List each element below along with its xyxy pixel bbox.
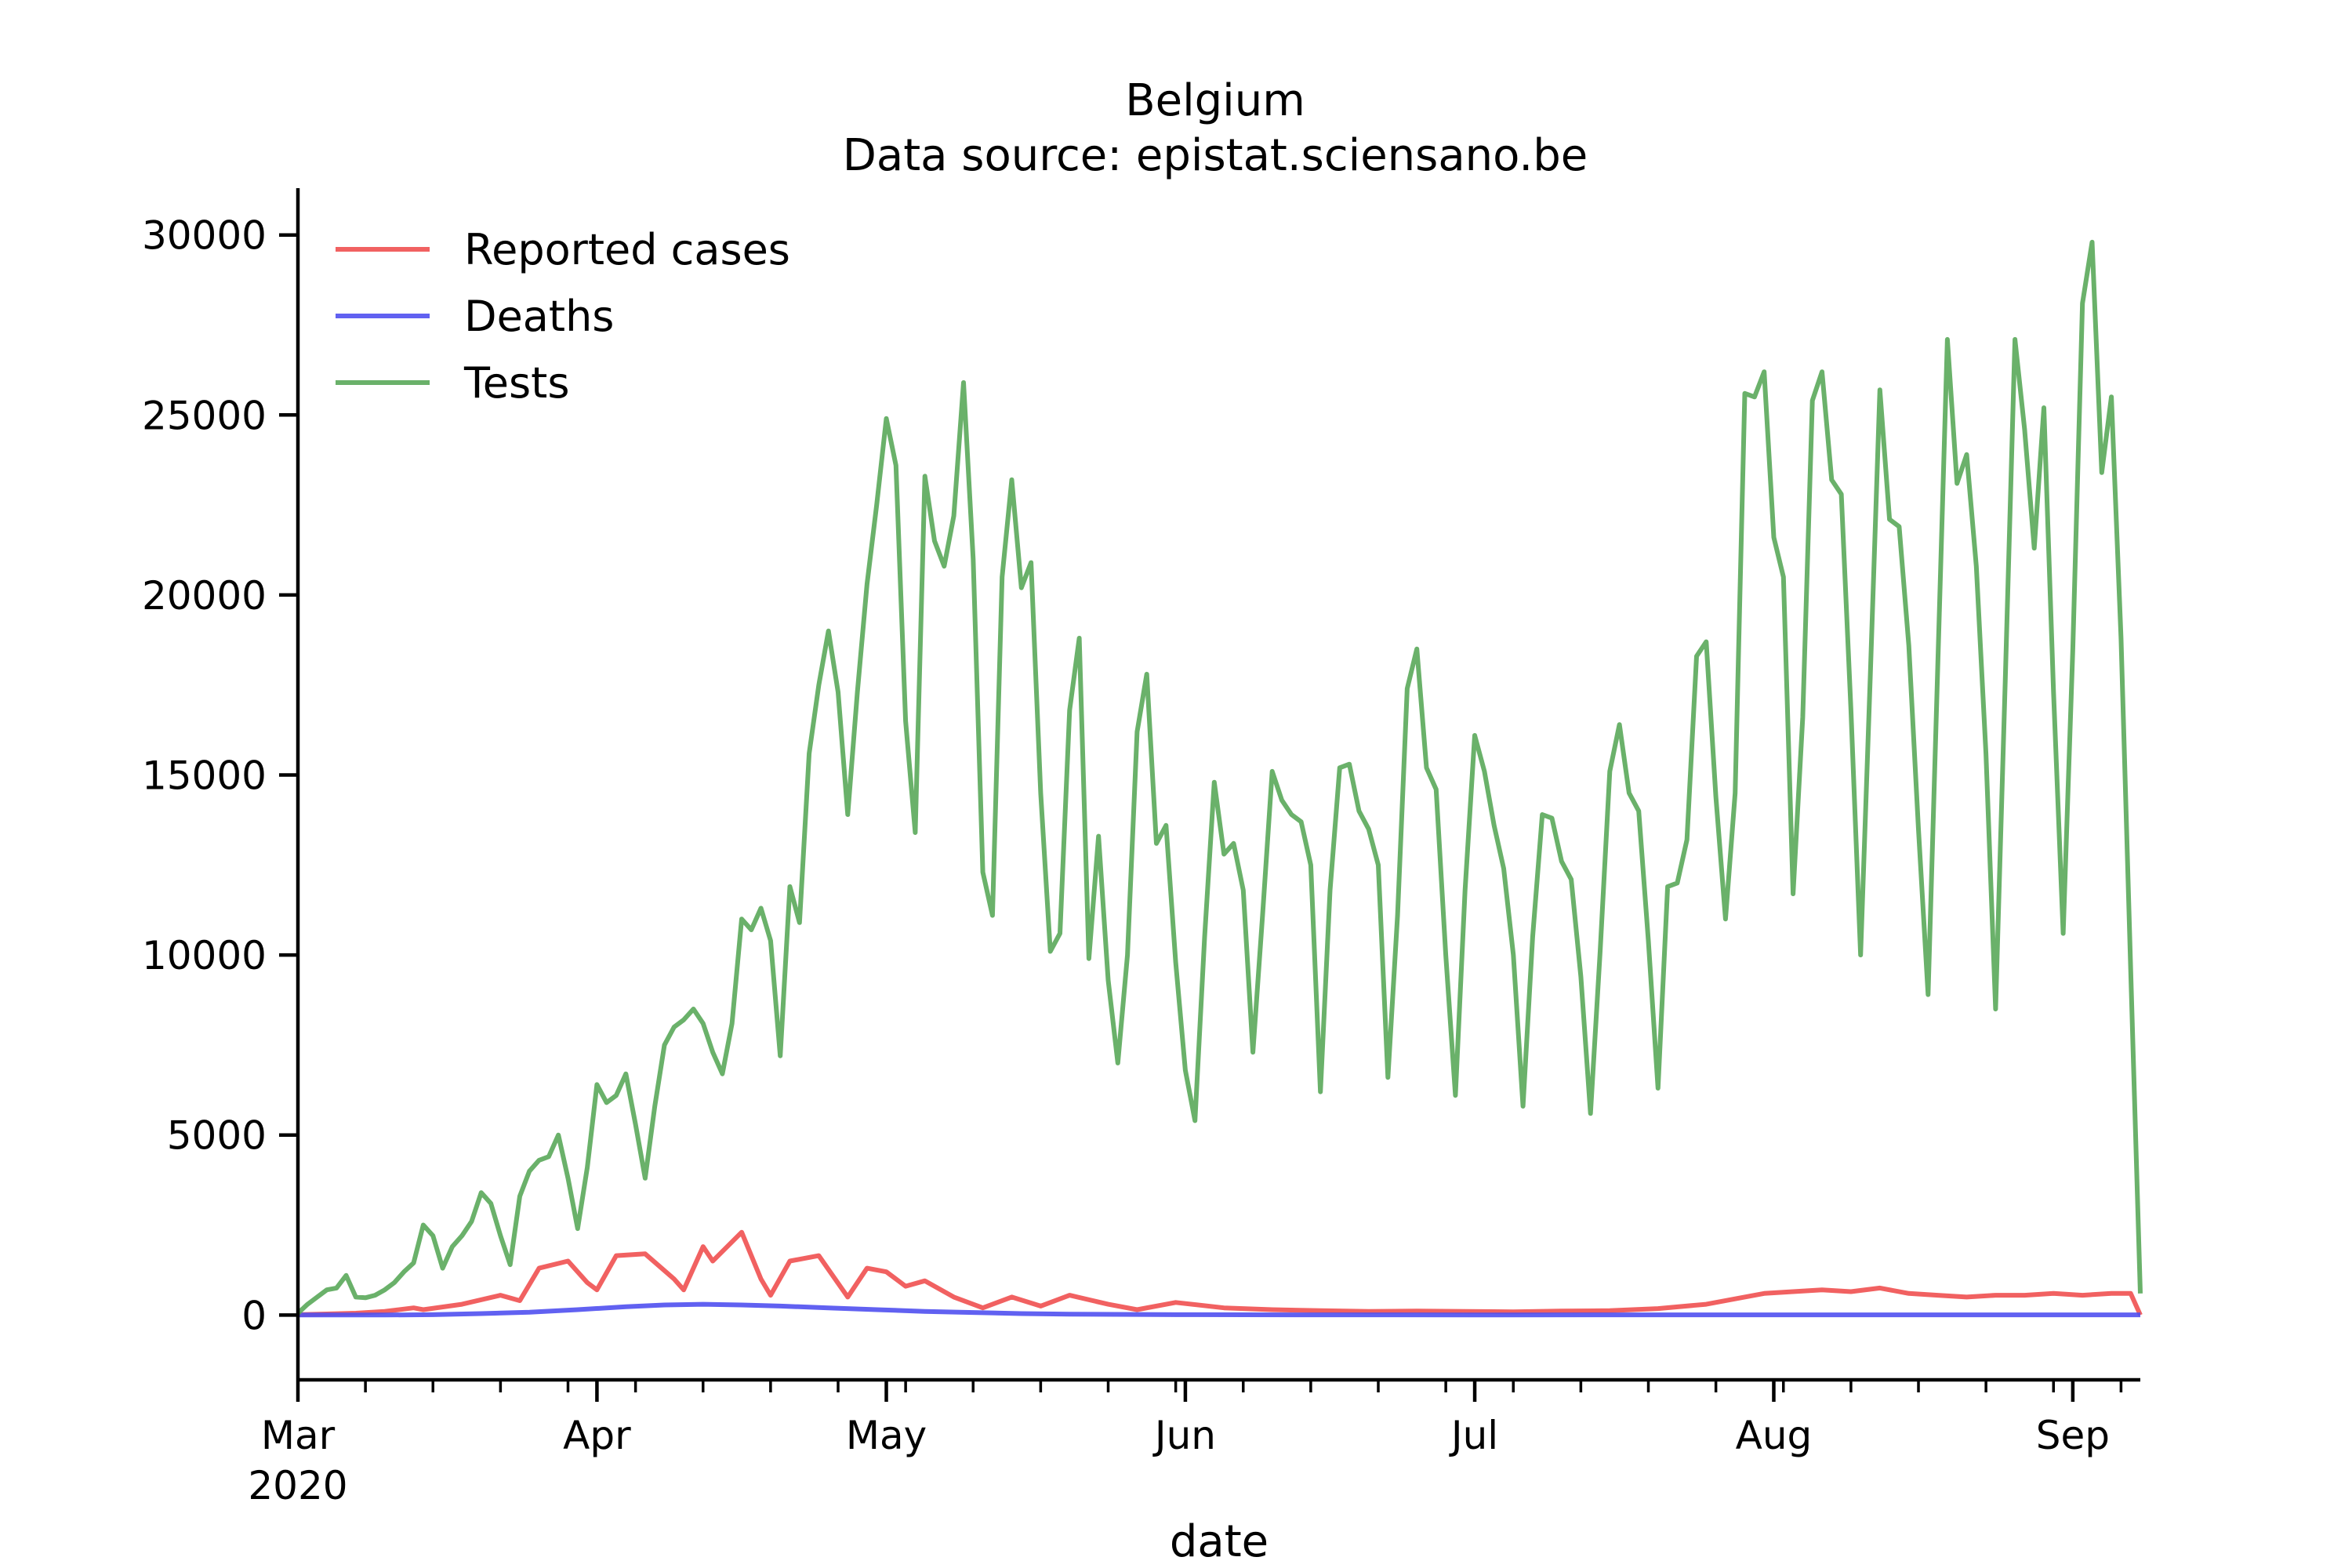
x-tick-label: Aug [1736, 1413, 1813, 1458]
x-axis-label: date [1170, 1516, 1269, 1567]
legend-label: Reported cases [464, 225, 790, 274]
x-tick-sublabel: 2020 [248, 1463, 347, 1508]
x-tick-label: Apr [563, 1413, 631, 1458]
series-line-tests [296, 239, 2143, 1316]
legend-label: Deaths [464, 292, 614, 341]
legend-label: Tests [463, 358, 569, 408]
y-tick-label: 20000 [142, 573, 267, 619]
x-tick-label: May [846, 1413, 927, 1458]
y-tick-label: 15000 [142, 753, 267, 799]
series-line-deaths [298, 1301, 2140, 1318]
x-tick-label: Jun [1152, 1413, 1216, 1458]
chart-title: Belgium [1125, 75, 1305, 126]
y-tick-label: 0 [241, 1293, 267, 1338]
x-tick-label: Jul [1449, 1413, 1498, 1458]
series-lines [296, 239, 2143, 1318]
legend: Reported cases Deaths Tests [336, 225, 790, 408]
series-line-reported-cases [297, 1229, 2143, 1317]
y-tick-label: 5000 [167, 1113, 267, 1159]
y-tick-label: 25000 [142, 393, 267, 438]
y-axis-ticks: 0 5000 10000 15000 20000 25000 30000 [142, 213, 298, 1338]
y-tick-label: 10000 [142, 933, 267, 978]
x-tick-label: Sep [2036, 1413, 2110, 1458]
x-axis-ticks: Mar 2020 Apr May Jun Jul Aug Sep [248, 1380, 2123, 1508]
chart-subtitle: Data source: epistat.sciensano.be [843, 130, 1588, 181]
x-tick-label: Mar [261, 1413, 336, 1458]
y-tick-label: 30000 [142, 213, 267, 259]
